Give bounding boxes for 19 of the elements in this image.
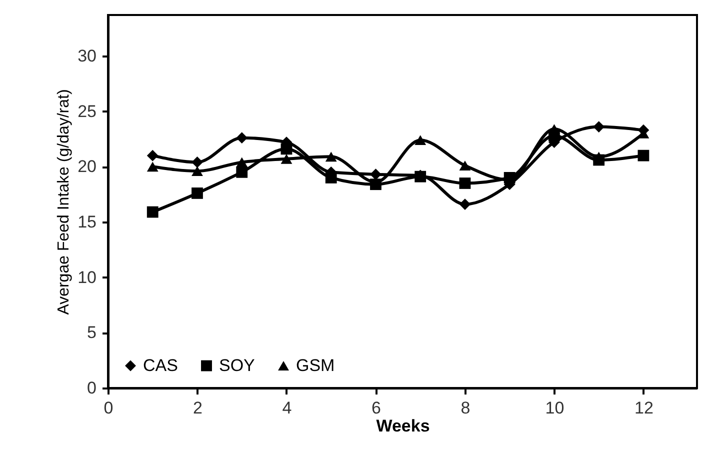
x-axis-title: Weeks — [376, 416, 430, 436]
x-tick-label: 10 — [545, 398, 564, 418]
y-tick-label: 25 — [78, 102, 96, 121]
y-tick-label: 30 — [78, 46, 96, 66]
y-axis-title: Avergae Feed Intake (g/day/rat) — [56, 89, 73, 315]
x-tick-label: 4 — [282, 398, 292, 418]
y-tick-label: 20 — [78, 157, 96, 176]
x-tick-label: 6 — [371, 398, 381, 418]
x-tick-label: 0 — [104, 398, 114, 418]
y-tick-label: 5 — [87, 323, 96, 342]
x-tick-label: 8 — [460, 398, 470, 418]
legend-label: SOY — [219, 356, 255, 375]
y-tick-label: 15 — [78, 212, 96, 232]
y-tick-label: 10 — [78, 268, 96, 287]
legend-label: CAS — [143, 356, 178, 375]
x-tick-label: 12 — [634, 398, 654, 418]
legend-label: GSM — [296, 356, 335, 375]
y-tick-label: 0 — [87, 378, 96, 398]
x-tick-label: 2 — [193, 398, 202, 418]
